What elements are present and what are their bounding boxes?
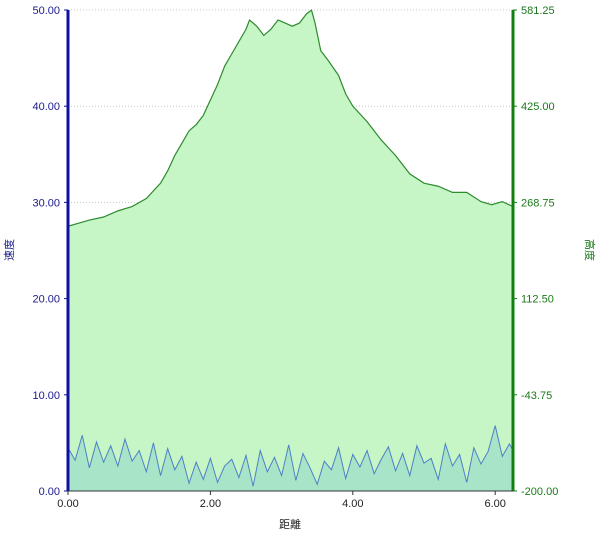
right-tick-label: 425.00 [521, 101, 555, 113]
left-tick-label: 10.00 [32, 390, 60, 402]
elevation-line [67, 9, 514, 227]
left-tick-label: 0.00 [39, 486, 60, 498]
right-axis-title: 高度 [583, 239, 597, 261]
left-axis-title: 速度 [2, 239, 16, 261]
x-tick-label: 0.00 [57, 498, 78, 510]
left-tick-label: 50.00 [32, 5, 60, 17]
elevation-area [68, 10, 513, 491]
right-tick-label: 581.25 [521, 5, 555, 17]
right-tick-label: 112.50 [521, 294, 554, 306]
axes [66, 10, 515, 492]
speed-area [68, 425, 513, 491]
plot-area [67, 9, 514, 491]
speed-line [67, 425, 514, 487]
left-tick-label: 40.00 [32, 101, 60, 113]
x-tick-label: 6.00 [484, 498, 505, 510]
right-tick-label: -43.75 [521, 390, 552, 402]
right-tick-label: 268.75 [521, 197, 555, 209]
x-tick-label: 4.00 [342, 498, 363, 510]
x-axis-title: 距離 [279, 517, 301, 531]
left-tick-label: 30.00 [32, 197, 60, 209]
left-tick-label: 20.00 [32, 294, 60, 306]
right-tick-label: -200.00 [521, 486, 558, 498]
x-tick-label: 2.00 [200, 498, 221, 510]
tick-labels: 0.00 10.00 20.00 30.00 40.00 50.00 -200.00 -43.… [32, 5, 558, 510]
